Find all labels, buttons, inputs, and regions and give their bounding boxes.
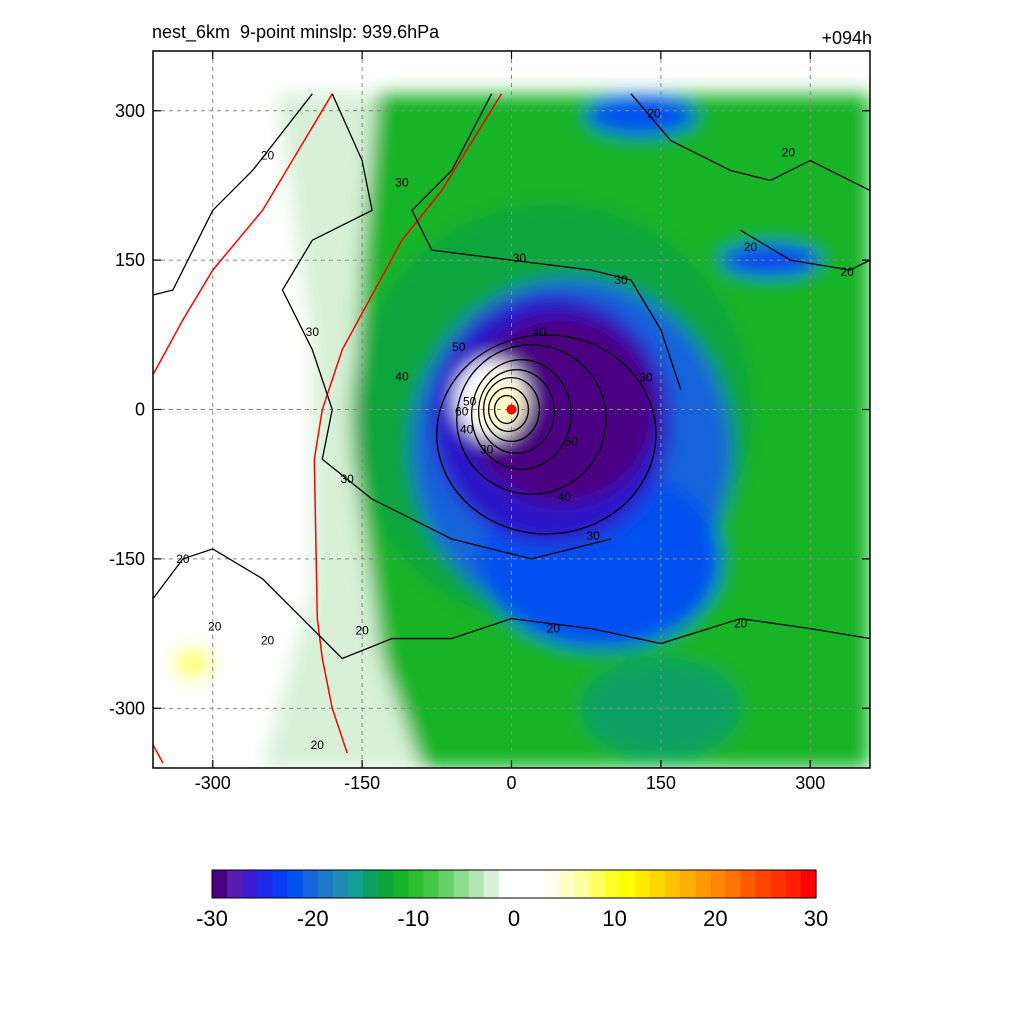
contour-30-north [411, 93, 682, 390]
contour-ring [482, 376, 541, 443]
contour-label: 20 [355, 624, 369, 638]
contour-20-east [740, 229, 870, 271]
contour-label: 30 [480, 442, 494, 456]
contour-ring [436, 334, 657, 535]
x-tick-label: -300 [195, 773, 231, 793]
contour-label: 20 [840, 265, 854, 279]
contour-label: 20 [311, 738, 325, 752]
y-tick-label: 150 [115, 250, 145, 270]
contour-label: 30 [513, 251, 527, 265]
contour-label: 20 [744, 240, 758, 254]
contour-label: 20 [261, 634, 275, 648]
y-tick-label: 300 [115, 101, 145, 121]
boundary-line-corner [153, 743, 164, 764]
dry-region [153, 93, 313, 768]
contour-ring [471, 359, 572, 470]
contour-ring [477, 369, 555, 454]
contour-label: 20 [261, 149, 275, 163]
contour-lines [153, 93, 870, 660]
boundary-line-left [153, 93, 333, 376]
contour-20-south [153, 548, 870, 660]
contour-ring [456, 344, 607, 495]
contour-label: 20 [734, 617, 748, 631]
yellow-spot [172, 647, 213, 680]
contour-label: 20 [208, 620, 222, 634]
contour-label: 50 [463, 395, 477, 409]
contour-label: 40 [558, 490, 572, 504]
y-tick-label: -300 [109, 698, 145, 718]
contour-labels: 2030303030202020203040504060504030504030… [176, 107, 854, 752]
axes: -300 -150 0 150 300 -300 -150 0 150 300 [109, 51, 870, 793]
contour-label: 20 [547, 622, 561, 636]
boundary-line-main [313, 93, 503, 754]
contour-label: 30 [306, 325, 320, 339]
x-tick-label: 150 [646, 773, 676, 793]
x-tick-label: 300 [795, 773, 825, 793]
blue-patch-top [585, 95, 696, 136]
contour-30-west [281, 93, 612, 560]
contour-label: 60 [455, 404, 469, 418]
contour-label: 50 [565, 434, 579, 448]
contour-label: 30 [395, 175, 409, 189]
x-tick-label: 0 [506, 773, 516, 793]
contour-20-west [153, 93, 313, 296]
contour-label: 20 [647, 107, 661, 121]
contour-label: 30 [586, 529, 600, 543]
contour-label: 40 [460, 422, 474, 436]
contour-label: 30 [614, 273, 628, 287]
x-tick-label: -150 [344, 773, 380, 793]
contour-label: 40 [533, 325, 547, 339]
contour-label: 30 [341, 472, 355, 486]
contour-20-northeast [630, 93, 870, 191]
chart-title: nest_6km 9-point minslp: 939.6hPa [152, 22, 440, 42]
contour-ring [487, 386, 530, 433]
contour-label: 20 [782, 146, 796, 160]
field-layer [153, 51, 870, 768]
contour-label: 20 [176, 552, 190, 566]
y-tick-label: -150 [109, 549, 145, 569]
contour-ring [493, 394, 520, 425]
storm-center-marker [506, 404, 517, 415]
y-tick-label: 0 [135, 400, 145, 420]
contour-label: 50 [452, 340, 466, 354]
forecast-hour-label: +094h [821, 28, 872, 48]
boundary-lines [153, 93, 503, 764]
contour-label: 30 [639, 371, 653, 385]
contour-label: 40 [395, 370, 409, 384]
